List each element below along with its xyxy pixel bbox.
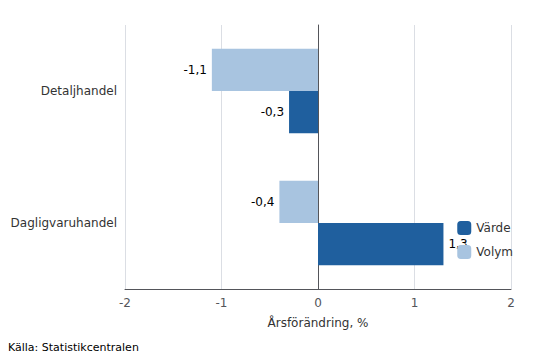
svg-text:-2: -2 — [119, 296, 131, 310]
svg-text:0: 0 — [314, 296, 322, 310]
svg-text:-1,1: -1,1 — [183, 63, 206, 77]
svg-text:2: 2 — [507, 296, 515, 310]
svg-text:-0,3: -0,3 — [261, 105, 284, 119]
svg-text:Detaljhandel: Detaljhandel — [41, 84, 117, 98]
svg-text:Årsförändring, %: Årsförändring, % — [268, 315, 369, 330]
svg-text:Dagligvaruhandel: Dagligvaruhandel — [11, 216, 117, 230]
svg-text:Värde: Värde — [476, 221, 510, 235]
svg-text:Källa: Statistikcentralen: Källa: Statistikcentralen — [8, 341, 139, 354]
svg-text:Volym: Volym — [476, 245, 513, 259]
svg-text:-0,4: -0,4 — [251, 195, 274, 209]
svg-text:1,3: 1,3 — [448, 237, 468, 252]
svg-text:-1: -1 — [216, 296, 228, 310]
svg-text:1: 1 — [411, 296, 419, 310]
